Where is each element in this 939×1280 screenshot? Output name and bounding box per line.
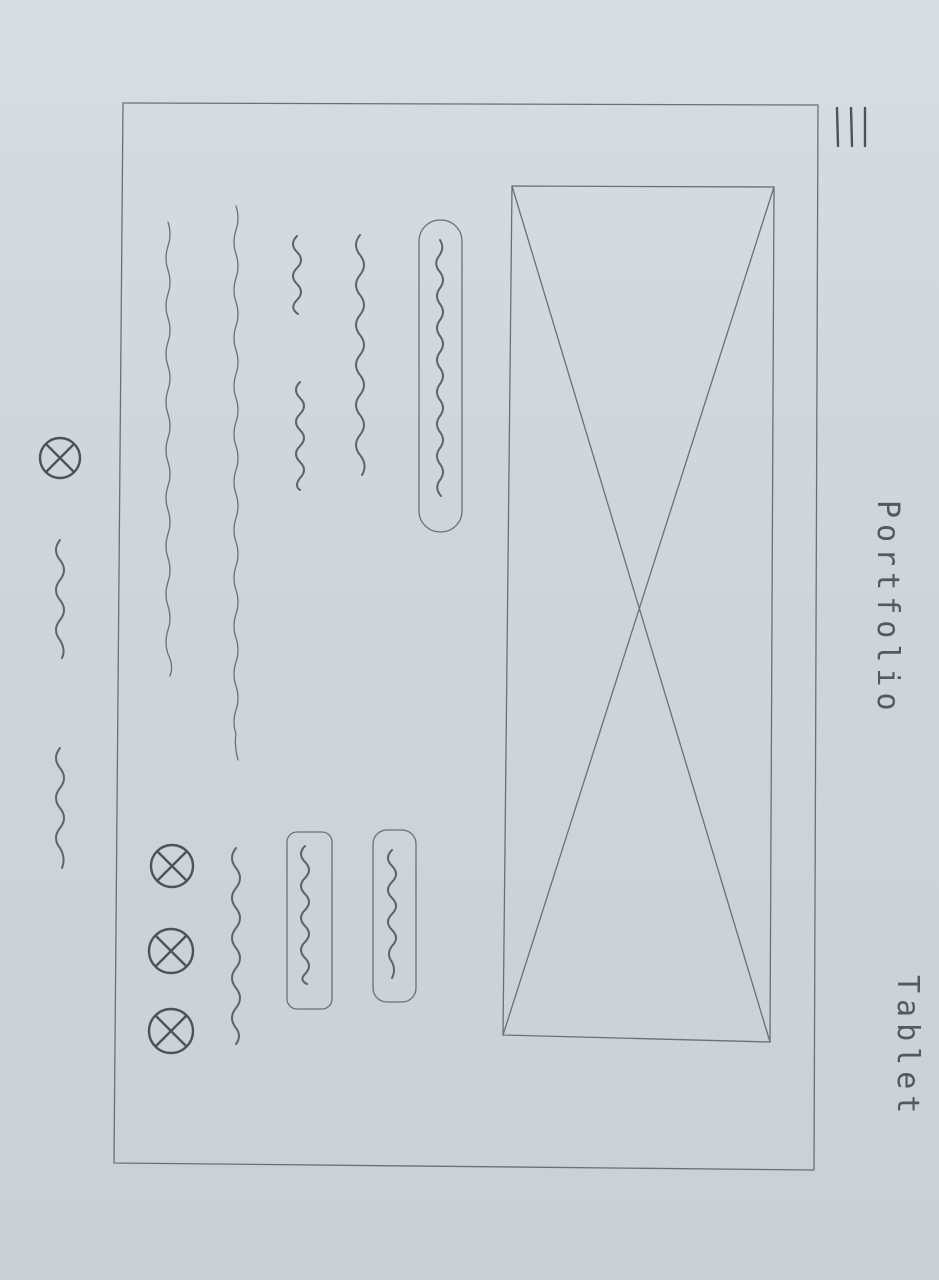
tablet-frame (113, 102, 819, 1171)
circle-x-icon[interactable] (38, 436, 82, 480)
paragraph-text (165, 205, 239, 761)
hero-image-placeholder (502, 185, 775, 1043)
device-label-text: Tablet (890, 975, 925, 1120)
page-title-text: Portfolio (870, 500, 905, 717)
device-label: Tablet (890, 975, 925, 1119)
secondary-button-1[interactable] (372, 829, 417, 1003)
page-title: Portfolio (870, 500, 905, 717)
hero-heading-text (355, 234, 366, 476)
footer-text (55, 539, 65, 869)
social-caption-text (231, 847, 241, 1045)
circle-x-icon[interactable] (147, 927, 195, 975)
circle-x-icon[interactable] (149, 843, 195, 889)
secondary-button-2[interactable] (286, 831, 333, 1010)
hamburger-menu-icon[interactable] (835, 106, 867, 148)
cta-button[interactable] (418, 219, 463, 533)
hero-subheading-text (292, 235, 305, 491)
circle-x-icon[interactable] (147, 1007, 195, 1055)
